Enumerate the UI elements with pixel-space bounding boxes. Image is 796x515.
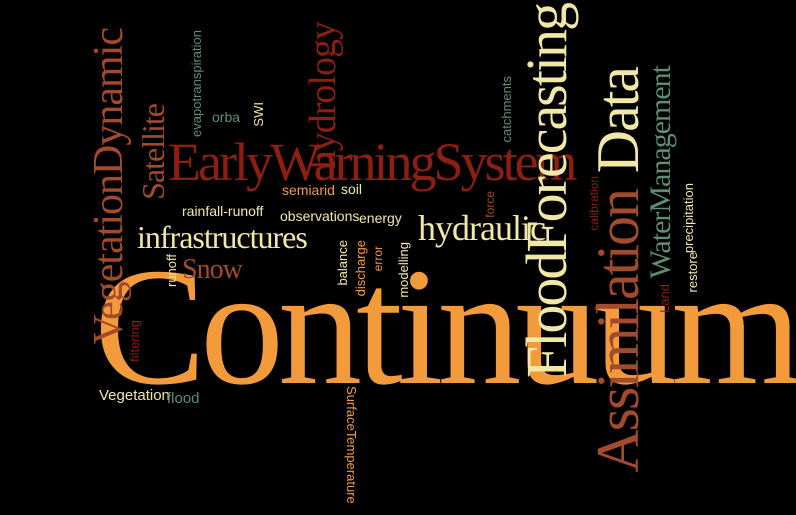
word-land: Land (657, 284, 672, 313)
word-energy: energy (359, 210, 402, 226)
word-modelling: modelling (396, 242, 411, 298)
word-catchments: catchments (499, 76, 514, 143)
word-hydraulic: hydraulic (418, 208, 546, 248)
word-surface-temperature: SurfaceTemperature (344, 386, 359, 504)
word-error: error (371, 246, 385, 272)
word-discharge: discharge (353, 240, 368, 297)
word-filtering: filtering (127, 320, 142, 362)
word-infrastructures: infrastructures (137, 219, 308, 255)
word-vegetation: Vegetation (99, 387, 170, 404)
word-rainfall-runoff: rainfall-runoff (182, 203, 264, 219)
word-orba: orba (212, 109, 241, 125)
word-continuum: Continuum (94, 234, 796, 420)
word-water-management: WaterManagement (644, 66, 677, 279)
word-soil: soil (341, 181, 363, 197)
word-assimilation: Assimilation (585, 190, 651, 473)
word-snow: Snow (182, 254, 243, 285)
word-semiarid: semiarid (282, 182, 335, 198)
word-force: force (483, 191, 497, 218)
word-satellite: Satellite (135, 104, 171, 200)
word-early-warning-system: EarlyWarningSystem (168, 132, 578, 192)
word-observations: observations (280, 208, 360, 224)
word-evapotranspiration: evapotranspiration (189, 30, 204, 137)
word-runoff: runoff (164, 254, 179, 288)
word-precipitation: precipitation (681, 183, 696, 254)
word-flood: flood (167, 390, 200, 407)
word-data: Data (585, 68, 651, 174)
word-restore: restore (685, 252, 700, 293)
word-balance: balance (335, 240, 350, 286)
word-flood-forecasting: FloodForecasting (514, 4, 579, 378)
word-swi: SWI (251, 102, 266, 127)
word-vegetation-dynamic: VegetationDynamic (86, 28, 132, 345)
word-hydrology: hydrology (302, 22, 344, 170)
word-calibration: calibration (587, 176, 601, 231)
